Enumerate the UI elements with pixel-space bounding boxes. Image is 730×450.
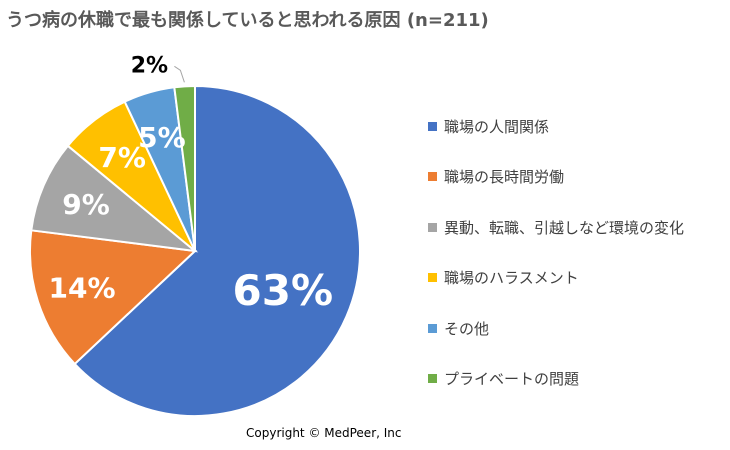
legend-label: その他: [444, 319, 490, 338]
copyright-notice: Copyright © MedPeer, Inc: [246, 426, 402, 440]
chart-legend: 職場の人間関係 職場の長時間労働異動、転職、引越しなど環境の変化 職場のハラスメント…: [428, 116, 684, 420]
pie-data-labels: 63% 14% 9% 7%5% 2%: [48, 53, 333, 315]
legend-swatch: [428, 172, 437, 182]
legend-label: 異動、転職、引越しなど環境の変化: [444, 218, 685, 237]
pie-slice: [73, 84, 361, 417]
legend-swatch: [428, 273, 437, 283]
legend-item: 職場のハラスメント: [428, 268, 684, 288]
data-label: 7%: [98, 141, 146, 174]
legend-item: 職場の人間関係: [428, 116, 684, 136]
pie-slice: [28, 229, 198, 366]
legend-item: プライベートの問題: [428, 369, 684, 389]
legend-item: 職場の長時間労働: [428, 167, 684, 187]
data-label: 9%: [62, 188, 110, 221]
data-label: 63%: [233, 266, 334, 315]
data-label: 14%: [48, 272, 115, 305]
legend-swatch: [428, 121, 437, 131]
pie-slices: [28, 84, 361, 417]
legend-item: 異動、転職、引越しなど環境の変化: [428, 217, 684, 237]
data-label: 2%: [131, 53, 168, 78]
pie-slice: [30, 144, 199, 253]
legend-swatch: [428, 222, 437, 232]
legend-swatch: [428, 323, 437, 333]
legend-item: その他: [428, 318, 684, 338]
legend-label: 職場の長時間労働: [444, 168, 565, 187]
data-label: 5%: [138, 121, 186, 154]
chart-title: うつ病の休職で最も関係していると思われる原因 (n=211): [6, 10, 489, 31]
legend-label: プライベートの問題: [444, 370, 580, 389]
legend-label: 職場の人間関係: [444, 117, 550, 136]
pie-slice: [173, 84, 196, 252]
leader-line: [174, 65, 185, 83]
legend-label: 職場のハラスメント: [444, 269, 579, 288]
legend-swatch: [428, 374, 437, 384]
